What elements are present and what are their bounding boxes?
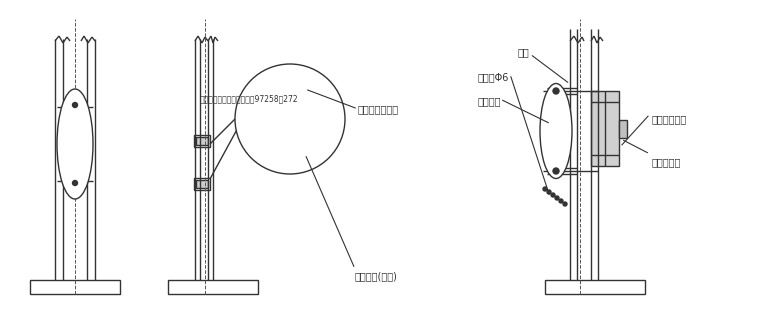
Circle shape [563, 202, 567, 206]
Text: 配电门盖: 配电门盖 [478, 96, 502, 106]
Circle shape [72, 180, 78, 185]
Bar [275, 99, 305, 139]
Text: 路灯接线盒: 路灯接线盒 [652, 157, 682, 167]
Circle shape [553, 88, 559, 94]
Bar [591, 91, 619, 166]
Circle shape [72, 103, 78, 108]
Bar [196, 180, 208, 188]
Circle shape [559, 199, 563, 203]
Text: 专用接地螺栋: 专用接地螺栋 [652, 114, 687, 124]
Circle shape [553, 168, 559, 174]
Bar [194, 178, 210, 190]
Bar [196, 137, 208, 145]
Circle shape [235, 64, 345, 174]
Text: 活叶: 活叶 [518, 47, 530, 57]
Text: 配电门盖(防水): 配电门盖(防水) [355, 271, 398, 281]
Ellipse shape [540, 83, 572, 179]
Circle shape [551, 193, 555, 197]
Text: 中国市政工程电气设计图集97258之272: 中国市政工程电气设计图集97258之272 [200, 94, 299, 103]
Circle shape [547, 190, 551, 194]
Text: 圆头内三角蜗丝: 圆头内三角蜗丝 [358, 104, 399, 114]
Circle shape [543, 187, 547, 191]
Bar [194, 135, 210, 147]
Bar [545, 280, 645, 294]
Circle shape [555, 196, 559, 200]
Bar [63, 109, 87, 179]
Bar [168, 280, 258, 294]
Bar [619, 120, 627, 138]
Text: 门锁条Φ6: 门锁条Φ6 [478, 72, 509, 82]
Ellipse shape [57, 89, 93, 199]
Bar [30, 280, 120, 294]
